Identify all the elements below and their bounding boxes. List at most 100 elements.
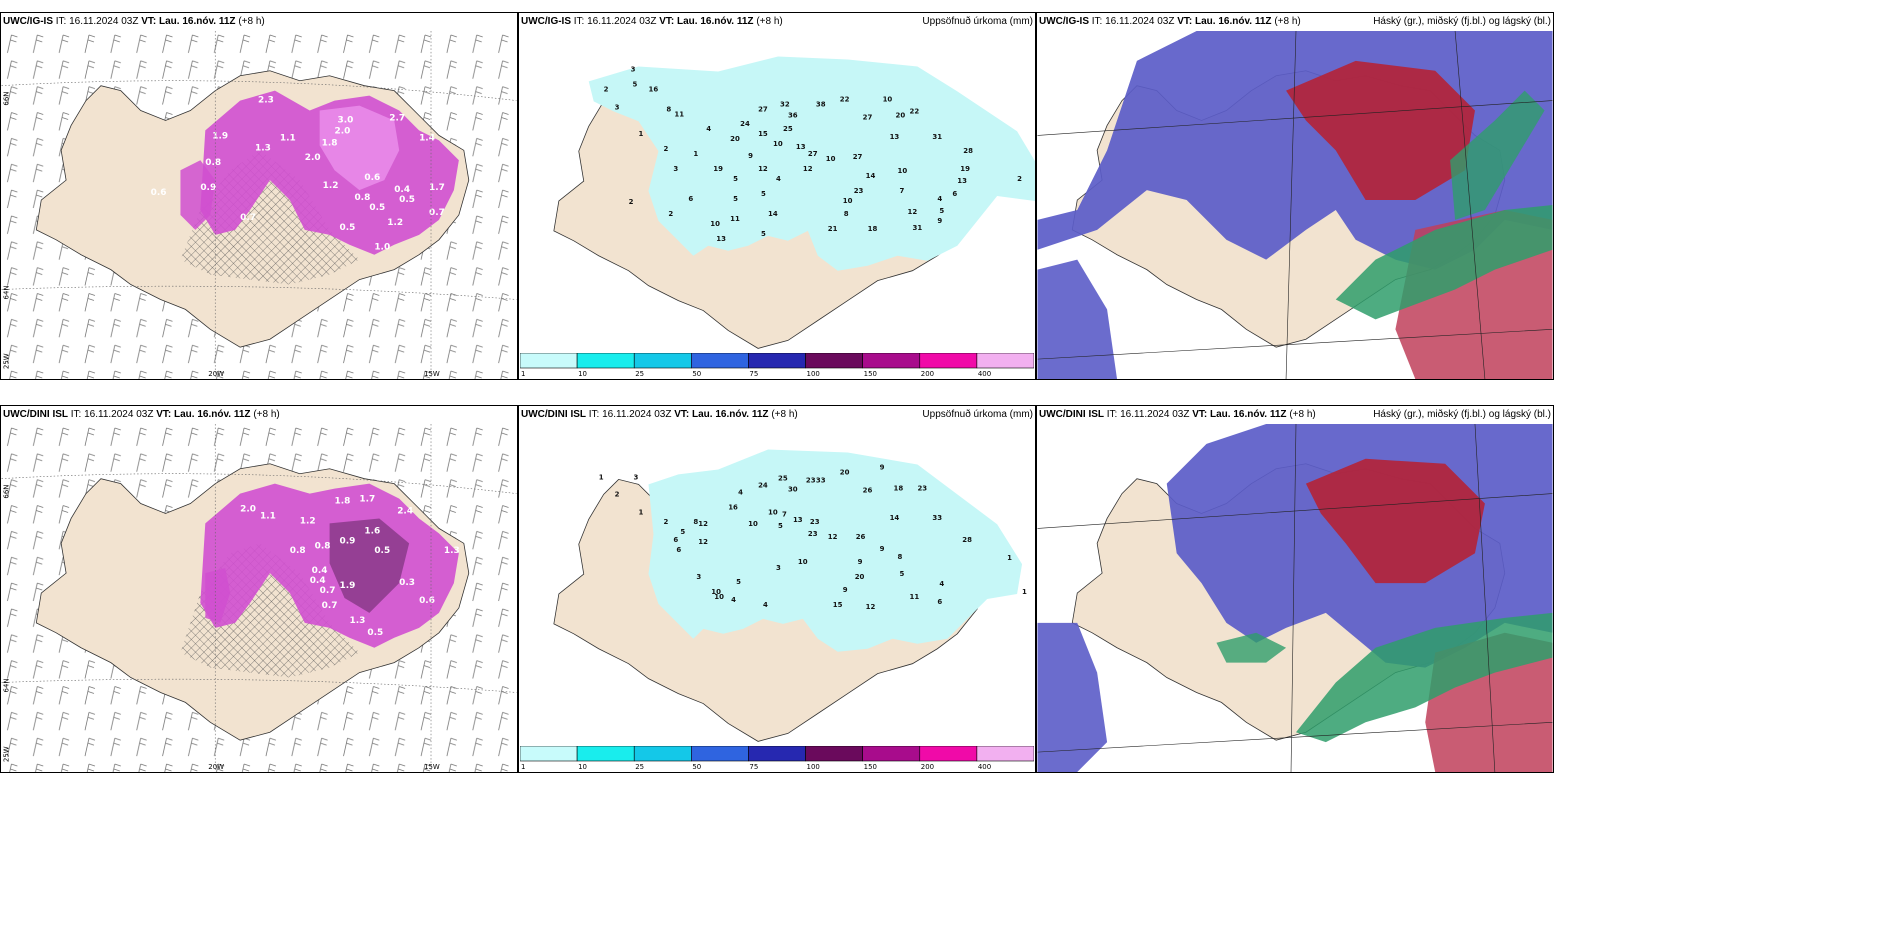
precip-value: 3 bbox=[615, 103, 620, 111]
legend-color-box bbox=[748, 746, 806, 762]
precip-value: 8 bbox=[898, 553, 903, 561]
precip-area bbox=[588, 56, 1035, 271]
precip-value: 9 bbox=[880, 463, 885, 471]
precip-value: 14 bbox=[890, 514, 900, 522]
precip-value: 1 bbox=[1007, 554, 1012, 562]
precip-value: 2 bbox=[663, 518, 668, 526]
precip-value: 13 bbox=[890, 133, 900, 141]
gridline bbox=[1, 285, 517, 300]
precip-value: 20 bbox=[896, 111, 906, 119]
panel-precip-dini: UWC/DINI ISL IT: 16.11.2024 03Z VT: Lau.… bbox=[518, 405, 1036, 773]
snow-value: 2.0 bbox=[240, 504, 256, 514]
snow-value: 2.4 bbox=[397, 506, 413, 516]
precip-value: 19 bbox=[960, 165, 970, 173]
precip-value: 10 bbox=[714, 593, 724, 601]
panel-precip-igis: UWC/IG-IS IT: 16.11.2024 03Z VT: Lau. 16… bbox=[518, 12, 1036, 380]
precip-value: 5 bbox=[761, 230, 766, 238]
precip-value: 6 bbox=[688, 195, 693, 203]
legend-tick-label: 150 bbox=[864, 370, 877, 378]
precip-value: 18 bbox=[894, 484, 904, 492]
precip-value: 21 bbox=[828, 225, 838, 233]
cloud-map bbox=[1037, 424, 1553, 772]
snow-value: 0.4 bbox=[312, 566, 328, 576]
snow-value: 1.3 bbox=[349, 616, 365, 626]
snow-value: 0.7 bbox=[429, 208, 445, 218]
panel-clouds-igis: UWC/IG-IS IT: 16.11.2024 03Z VT: Lau. 16… bbox=[1036, 12, 1554, 380]
model-name: UWC/DINI ISL bbox=[1039, 409, 1104, 420]
model-name: UWC/IG-IS bbox=[3, 16, 53, 27]
snow-value: 0.6 bbox=[419, 596, 435, 606]
precip-value: 23 bbox=[854, 187, 864, 195]
precip-value: 27 bbox=[758, 105, 768, 113]
precip-value: 20 bbox=[855, 573, 865, 581]
precip-value: 15 bbox=[758, 130, 768, 138]
precip-value: 3 bbox=[673, 165, 678, 173]
vt-label: VT: bbox=[156, 409, 172, 420]
snow-value: 1.2 bbox=[387, 218, 403, 228]
snow-value: 1.3 bbox=[255, 143, 271, 153]
precip-value: 11 bbox=[730, 215, 740, 223]
precip-values: 1 2 3 1 2 6 5 8 10 12 16 4 24 25 30 23 3… bbox=[599, 463, 1027, 610]
legend-color-box bbox=[576, 746, 635, 762]
legend-tick-label: 10 bbox=[578, 763, 587, 771]
precip-value: 24 bbox=[740, 120, 750, 128]
legend-tick-label: 100 bbox=[807, 370, 820, 378]
precip-value: 28 bbox=[963, 147, 973, 155]
legend-tick-label: 400 bbox=[978, 370, 991, 378]
panel-subtitle: Uppsöfnuð úrkoma (mm) bbox=[922, 16, 1033, 27]
snow-value: 0.7 bbox=[240, 213, 256, 223]
precip-value: 26 bbox=[863, 486, 873, 494]
lat-label: 64N bbox=[2, 678, 10, 692]
precip-value: 5 bbox=[939, 207, 944, 215]
panel-title: UWC/DINI ISL IT: 16.11.2024 03Z VT: Lau.… bbox=[3, 409, 280, 420]
lon-label: 15W bbox=[424, 763, 440, 771]
snow-area-main bbox=[200, 483, 459, 648]
precip-value: 22 bbox=[909, 107, 919, 115]
legend-tick-label: 200 bbox=[921, 763, 934, 771]
precip-value: 8 bbox=[666, 105, 671, 113]
precip-value: 2 bbox=[668, 210, 673, 218]
legend-ticks: 1 10 25 50 75 100 150 200 400 bbox=[521, 370, 991, 378]
precip-value: 10 bbox=[798, 558, 808, 566]
precip-value: 4 bbox=[776, 175, 781, 183]
legend-color-box bbox=[691, 746, 749, 762]
snow-map-svg: 2.3 3.0 2.0 2.7 1.9 1.8 1.3 0.8 1.2 0.6 … bbox=[1, 31, 517, 379]
gridline bbox=[1, 678, 517, 693]
precip-value: 1 bbox=[639, 130, 644, 138]
precip-value: 16 bbox=[728, 503, 738, 511]
precip-value: 32 bbox=[780, 100, 790, 108]
snow-value: 2.0 bbox=[335, 126, 351, 136]
precip-value: 38 bbox=[816, 100, 826, 108]
lat-label: 64N bbox=[2, 285, 10, 299]
lead-time: (+8 h) bbox=[756, 16, 783, 27]
precip-value: 10 bbox=[773, 140, 783, 148]
precip-values: 3 5 2 3 1 2 16 8 11 3 4 1 19 24 15 6 2 5… bbox=[604, 65, 1022, 242]
cloud-map bbox=[1037, 31, 1553, 379]
region-boundaries bbox=[1037, 31, 1553, 379]
snow-value: 1.8 bbox=[322, 138, 338, 148]
legend-tick-label: 50 bbox=[692, 763, 701, 771]
precip-value: 9 bbox=[858, 558, 863, 566]
lon-label: 15W bbox=[424, 370, 440, 378]
precip-value: 25 bbox=[778, 474, 788, 482]
snow-value: 2.3 bbox=[258, 96, 274, 106]
precip-value: 10 bbox=[768, 508, 778, 516]
precip-value: 5 bbox=[680, 528, 685, 536]
it-label: IT: bbox=[70, 409, 82, 420]
vt-label: VT: bbox=[659, 16, 675, 27]
precip-value: 11 bbox=[674, 110, 684, 118]
snow-value: 1.7 bbox=[359, 495, 375, 505]
legend-color-box bbox=[919, 746, 978, 762]
legend-boxes bbox=[520, 353, 1034, 369]
model-name: UWC/DINI ISL bbox=[521, 409, 586, 420]
precip-value: 23 bbox=[810, 518, 820, 526]
precip-legend-svg: 1 10 25 50 75 100 150 200 400 bbox=[520, 746, 1034, 771]
legend-tick-label: 100 bbox=[807, 763, 820, 771]
it-label: IT: bbox=[573, 16, 585, 27]
snow-value: 1.9 bbox=[212, 131, 228, 141]
cloud-low-area bbox=[1335, 205, 1553, 320]
gridline bbox=[1, 473, 517, 494]
legend-tick-label: 1 bbox=[521, 763, 525, 771]
precip-value: 19 bbox=[713, 165, 723, 173]
precip-value: 10 bbox=[843, 197, 853, 205]
